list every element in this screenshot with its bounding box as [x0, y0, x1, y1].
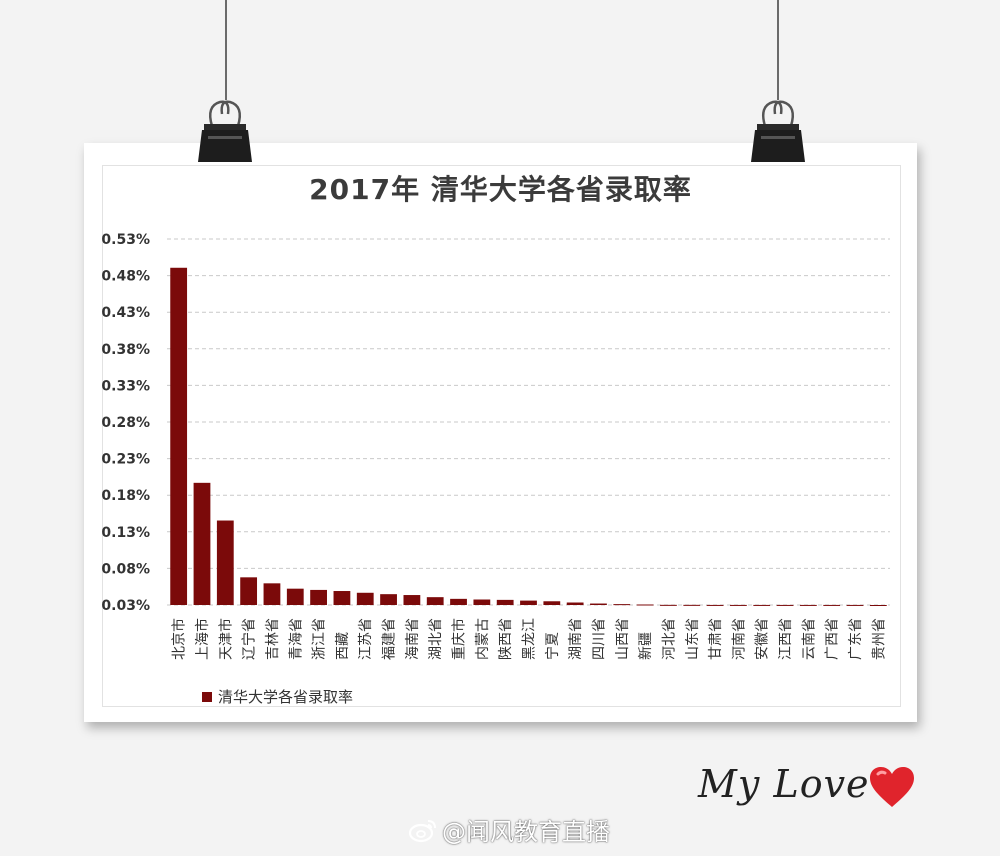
- legend: 清华大学各省录取率: [202, 686, 353, 707]
- bar: [753, 604, 771, 606]
- bar: [496, 599, 514, 605]
- bar: [566, 602, 584, 605]
- x-tick-label: 辽宁省: [241, 618, 258, 660]
- bars: [170, 267, 887, 606]
- y-tick-label: 0.13%: [101, 525, 150, 541]
- y-tick-label: 0.53%: [101, 232, 150, 248]
- bar: [543, 601, 561, 605]
- chart-frame: [102, 165, 901, 707]
- legend-swatch: [202, 691, 212, 702]
- x-tick-label: 青海省: [288, 618, 304, 660]
- y-tick-label: 0.43%: [101, 305, 150, 321]
- y-tick-label: 0.08%: [101, 561, 150, 577]
- binder-clip-left-icon: [198, 100, 252, 162]
- x-axis-labels: 北京市 上海市 天津市 辽宁省 吉林省 青海省 浙江省 西藏 江苏省 福建省 海南省 湖北省 重庆市 内蒙…: [171, 618, 888, 660]
- gridlines: [167, 238, 890, 606]
- x-tick-label: 江西省: [778, 618, 794, 660]
- x-tick-label: 重庆市: [451, 618, 468, 660]
- x-tick-label: 陕西省: [498, 618, 514, 660]
- bar: [216, 520, 234, 605]
- bar: [613, 604, 631, 606]
- bar: [823, 604, 841, 606]
- x-tick-label: 安徽省: [755, 618, 771, 660]
- x-tick-label: 吉林省: [265, 618, 281, 660]
- bar: [520, 600, 537, 605]
- bar: [286, 588, 304, 605]
- bar: [170, 267, 188, 605]
- x-tick-label: 福建省: [382, 618, 398, 660]
- y-axis-ticks: 0.03% 0.08% 0.13% 0.18% 0.23% 0.28% 0.33% 0.38%…: [101, 232, 150, 614]
- y-tick-label: 0.38%: [101, 342, 150, 358]
- bar: [799, 604, 817, 606]
- bar: [706, 604, 724, 606]
- bar: [846, 604, 864, 606]
- legend-label: 清华大学各省录取率: [218, 688, 354, 706]
- x-tick-label: 天津市: [217, 618, 234, 660]
- x-tick-label: 西藏: [335, 632, 351, 660]
- bar: [333, 591, 351, 605]
- x-tick-label: 内蒙古: [475, 618, 491, 660]
- x-tick-label: 江苏省: [358, 618, 374, 660]
- x-tick-label: 山东省: [685, 618, 701, 660]
- bar: [426, 597, 444, 605]
- bar: [776, 604, 794, 606]
- bar: [263, 583, 281, 605]
- y-tick-label: 0.03%: [101, 598, 150, 614]
- y-tick-label: 0.18%: [101, 488, 150, 504]
- watermark-text: @闻风教育直播: [442, 818, 610, 846]
- x-tick-label: 广西省: [825, 618, 841, 660]
- y-tick-label: 0.48%: [101, 269, 150, 285]
- x-tick-label: 新疆: [638, 632, 654, 660]
- x-tick-label: 宁夏: [544, 632, 561, 660]
- x-tick-label: 贵州省: [871, 618, 887, 660]
- x-tick-label: 云南省: [801, 618, 817, 660]
- bar: [380, 594, 397, 605]
- signature-text: My Love: [698, 762, 870, 806]
- bar: [636, 604, 654, 606]
- bar: [193, 482, 211, 605]
- x-tick-label: 河南省: [731, 618, 747, 660]
- bar: [403, 595, 421, 605]
- x-tick-label: 黑龙江: [522, 618, 538, 660]
- x-tick-label: 山西省: [615, 618, 631, 660]
- bar: [310, 589, 327, 605]
- weibo-icon: [408, 819, 436, 842]
- bar: [450, 598, 467, 605]
- bar: [473, 599, 491, 605]
- x-tick-label: 上海市: [194, 618, 211, 660]
- heart-icon: [870, 767, 914, 807]
- x-tick-label: 湖北省: [428, 618, 444, 660]
- binder-clip-right-icon: [751, 100, 805, 162]
- bar: [683, 604, 701, 606]
- x-tick-label: 四川省: [591, 618, 607, 660]
- y-tick-label: 0.23%: [101, 452, 150, 468]
- bar: [730, 604, 747, 606]
- x-tick-label: 广东省: [848, 618, 864, 660]
- y-tick-label: 0.33%: [101, 378, 150, 394]
- bar: [356, 592, 374, 605]
- bar: [590, 603, 607, 605]
- bar: [869, 605, 887, 606]
- watermark: @闻风教育直播: [408, 812, 610, 847]
- bar: [240, 577, 258, 605]
- chart-title: 2017年 清华大学各省录取率: [309, 173, 692, 206]
- x-tick-label: 海南省: [405, 618, 421, 660]
- bar: [660, 604, 677, 606]
- x-tick-label: 甘肃省: [708, 618, 724, 660]
- y-tick-label: 0.28%: [101, 415, 150, 431]
- x-tick-label: 北京市: [171, 618, 188, 660]
- x-tick-label: 湖南省: [568, 618, 584, 660]
- x-tick-label: 浙江省: [312, 618, 328, 660]
- x-tick-label: 河北省: [661, 618, 677, 660]
